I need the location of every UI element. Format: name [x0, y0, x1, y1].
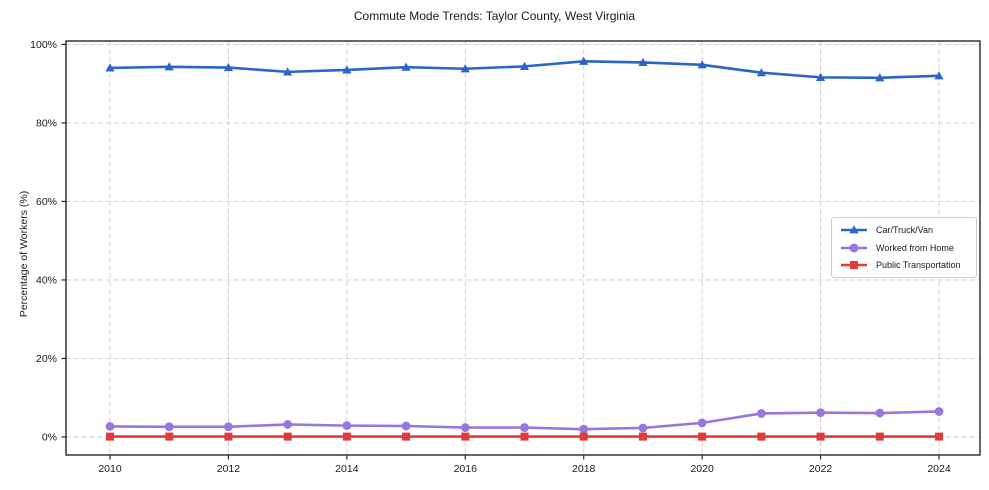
- data-point-circle: [697, 418, 707, 428]
- worked-from-home-line-icon: [841, 243, 867, 252]
- data-point-triangle: [638, 57, 648, 67]
- data-point-square: [224, 432, 233, 441]
- data-point-circle: [283, 420, 293, 429]
- data-point-triangle: [223, 62, 234, 72]
- data-point-triangle: [697, 60, 707, 69]
- data-point-circle: [638, 423, 648, 433]
- y-tick-label: 0%: [42, 432, 57, 444]
- data-point-circle: [520, 423, 529, 432]
- data-point-triangle: [283, 67, 293, 76]
- data-point-triangle: [875, 73, 885, 82]
- data-point-circle: [460, 423, 470, 432]
- data-point-square: [165, 432, 174, 441]
- data-point-triangle: [579, 56, 589, 65]
- x-tick-label: 2020: [690, 463, 714, 475]
- data-point-square: [935, 432, 943, 441]
- legend-item-public-transportation: Public Transportation: [839, 259, 968, 271]
- data-point-circle: [342, 421, 352, 431]
- legend-label: Car/Truck/Van: [876, 225, 934, 235]
- data-point-circle: [164, 422, 174, 432]
- data-point-square: [283, 432, 292, 441]
- data-point-triangle: [756, 68, 766, 77]
- data-point-square: [520, 432, 529, 441]
- x-tick-label: 2024: [927, 463, 951, 475]
- y-tick-label: 60%: [36, 196, 57, 208]
- y-tick-label: 100%: [30, 39, 57, 51]
- data-point-square: [698, 432, 707, 441]
- data-point-square: [106, 432, 114, 441]
- data-point-circle: [224, 422, 233, 432]
- y-tick-label: 20%: [36, 353, 57, 365]
- x-tick-label: 2010: [98, 463, 122, 475]
- data-point-square: [757, 432, 766, 441]
- data-point-triangle: [342, 65, 352, 74]
- data-point-circle: [401, 421, 411, 431]
- legend-item-car-truck-van: Car/Truck/Van: [839, 224, 968, 236]
- legend-item-worked-from-home: Worked from Home: [839, 242, 968, 254]
- data-point-square: [816, 432, 825, 441]
- data-point-circle: [105, 421, 115, 431]
- data-point-triangle: [934, 71, 944, 80]
- y-tick-label: 40%: [36, 274, 57, 286]
- data-point-triangle: [401, 62, 411, 71]
- data-point-triangle: [105, 63, 115, 72]
- data-point-square: [461, 432, 470, 441]
- x-tick-label: 2012: [217, 463, 241, 475]
- data-point-triangle: [815, 72, 826, 81]
- data-point-square: [875, 432, 884, 441]
- data-point-square: [402, 432, 411, 441]
- x-tick-label: 2022: [809, 463, 833, 475]
- plot-border: [65, 40, 981, 456]
- data-point-circle: [875, 408, 885, 418]
- x-tick-label: 2016: [454, 463, 478, 475]
- x-tick-label: 2014: [335, 463, 359, 475]
- y-tick-label: 80%: [36, 117, 57, 129]
- car-truck-van-line-icon: [841, 225, 867, 234]
- legend-label: Public Transportation: [876, 260, 961, 270]
- data-point-triangle: [164, 62, 174, 71]
- data-point-circle: [756, 409, 766, 418]
- data-point-square: [638, 432, 647, 441]
- data-point-circle: [934, 407, 944, 416]
- chart-title: Commute Mode Trends: Taylor County, West…: [353, 9, 636, 23]
- x-tick-label: 2018: [572, 463, 596, 475]
- public-transportation-line-icon: [841, 261, 867, 269]
- data-point-circle: [816, 408, 825, 418]
- legend: Car/Truck/Van Worked from Home Public Tr…: [831, 217, 977, 278]
- data-point-square: [579, 432, 588, 441]
- legend-label: Worked from Home: [876, 242, 954, 253]
- data-point-square: [342, 432, 351, 441]
- data-point-circle: [579, 424, 589, 434]
- data-point-triangle: [519, 61, 530, 70]
- data-point-triangle: [460, 64, 470, 73]
